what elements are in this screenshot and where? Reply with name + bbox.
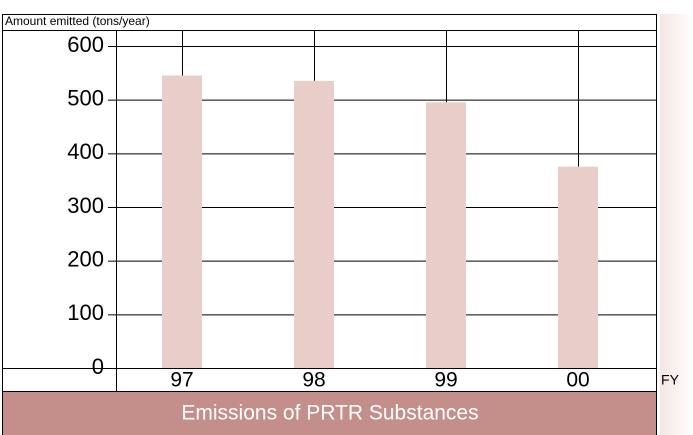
y-tick-label: 0: [92, 354, 104, 379]
side-strip: [660, 14, 693, 435]
chart-title: Emissions of PRTR Substances: [181, 402, 478, 425]
x-tick-label: 00: [566, 369, 589, 392]
y-tick-label: 600: [67, 32, 104, 57]
bar: [162, 75, 202, 369]
y-tick-label: 500: [67, 85, 104, 110]
x-tick-label: 97: [170, 369, 193, 392]
x-tick-label: 99: [434, 369, 457, 392]
bar: [558, 166, 598, 368]
x-tick-label: 98: [302, 369, 325, 392]
y-axis-label: Amount emitted (tons/year): [5, 14, 150, 28]
y-tick-label: 100: [67, 300, 104, 325]
title-band: [3, 392, 656, 435]
y-tick-label: 300: [67, 193, 104, 218]
bar: [294, 80, 334, 368]
y-tick-label: 400: [67, 139, 104, 164]
y-tick-label: 200: [67, 246, 104, 271]
x-axis-label: FY: [661, 372, 680, 388]
bar: [426, 102, 466, 368]
